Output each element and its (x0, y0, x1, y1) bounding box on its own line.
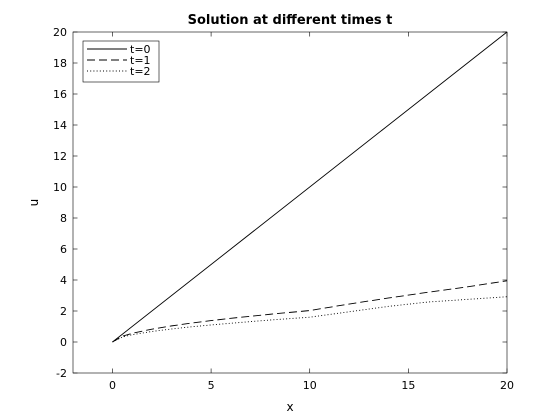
x-axis-label: x (286, 400, 293, 414)
y-tick-label: 14 (53, 119, 67, 132)
y-tick-label: 4 (60, 274, 67, 287)
x-tick-label: 15 (401, 379, 415, 392)
y-tick-label: -2 (56, 367, 67, 380)
y-tick-label: 6 (60, 243, 67, 256)
legend-label: t=0 (130, 43, 151, 56)
y-tick-label: 8 (60, 212, 67, 225)
y-tick-label: 16 (53, 88, 67, 101)
x-tick-label: 0 (109, 379, 116, 392)
series-layer (112, 31, 508, 343)
y-tick-label: 10 (53, 181, 67, 194)
y-tick-label: 20 (53, 26, 67, 39)
y-tick-label: 12 (53, 150, 67, 163)
legend-box (82, 40, 160, 83)
y-tick-label: 18 (53, 57, 67, 70)
legend-label: t=1 (130, 54, 151, 67)
x-tick-label: 20 (500, 379, 514, 392)
x-tick-label: 10 (303, 379, 317, 392)
x-tick-label: 5 (208, 379, 215, 392)
ticks-layer: 0 5 10 15 20 -2 0 2 4 6 8 10 12 14 16 18 20 (53, 26, 514, 392)
chart-title: Solution at different times t (188, 13, 393, 28)
plot-area: 0 5 10 15 20 -2 0 2 4 6 8 10 12 14 16 18 20 (53, 26, 514, 392)
legend: t=0t=1t=2 (82, 40, 160, 83)
series-line-t-1 (112, 280, 508, 343)
y-tick-label: 0 (60, 336, 67, 349)
legend-label: t=2 (130, 65, 151, 78)
y-tick-label: 2 (60, 305, 67, 318)
series-line-t-0 (112, 31, 508, 343)
y-axis-label: u (27, 199, 41, 207)
